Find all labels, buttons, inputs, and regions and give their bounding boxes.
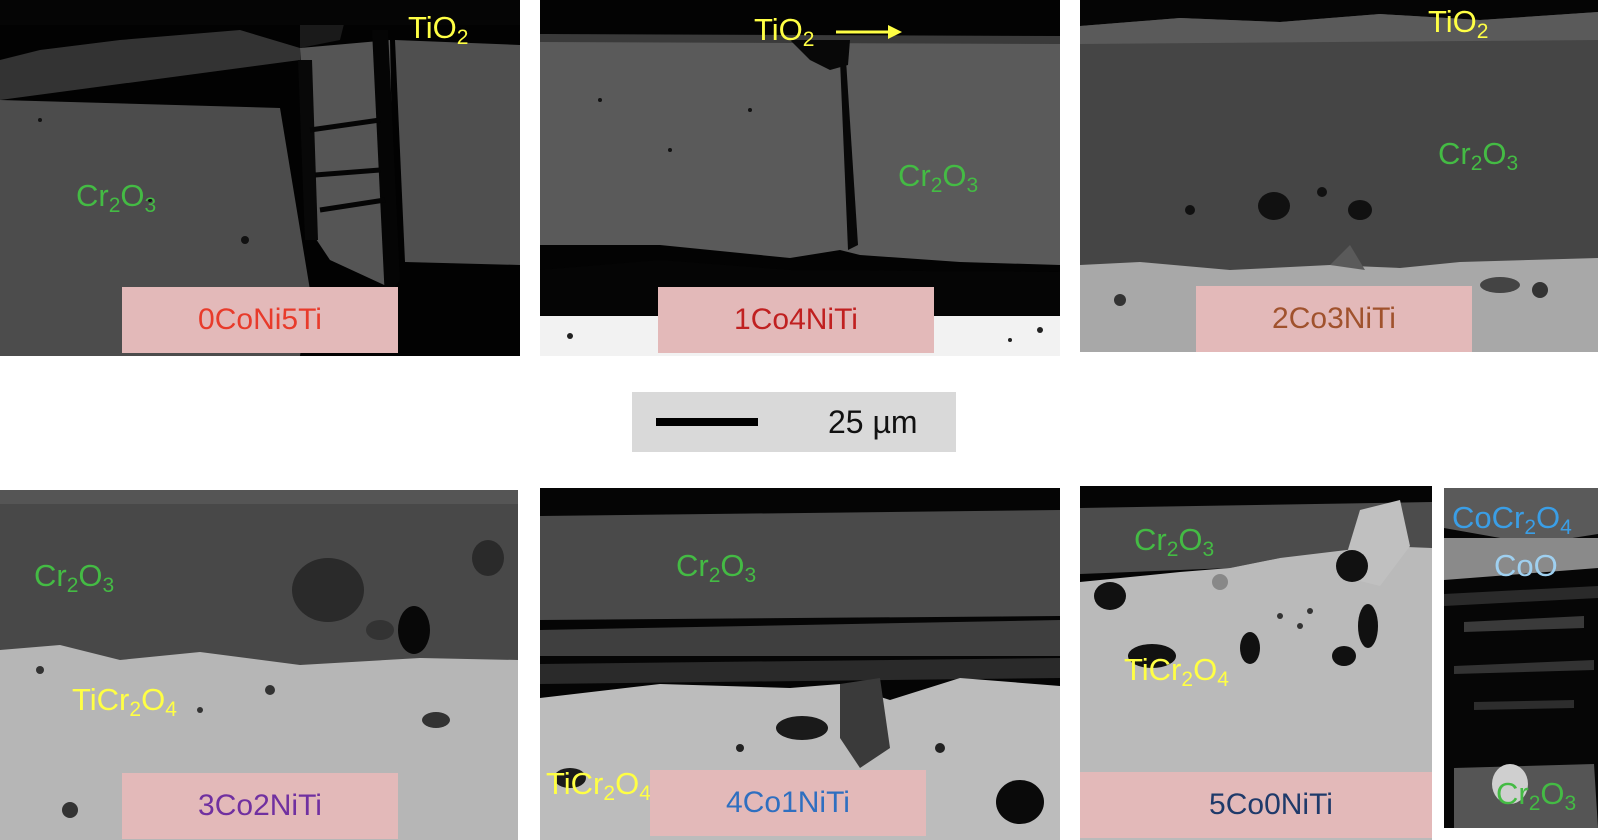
sample-tag: 4Co1NiTi [650,770,926,836]
micrograph-inset: CoCr2O4 CoO Cr2O3 [1444,488,1598,828]
sample-name: 3Co2NiTi [198,789,322,822]
phase-label-cr2o3: Cr2O3 [1438,136,1519,175]
sample-tag: 5Co0NiTi [1080,772,1432,838]
phase-label-coo: CoO [1494,548,1558,583]
scale-bar: 25 µm [632,392,956,452]
phase-label-cr2o3: Cr2O3 [34,558,115,597]
micrograph-2Co3NiTi: TiO2 Cr2O3 2Co3NiTi [1080,0,1598,352]
sample-tag: 3Co2NiTi [122,773,398,839]
phase-label-tio2: TiO2 [408,10,469,49]
micrograph-5Co0NiTi: Cr2O3 TiCr2O4 5Co0NiTi [1080,486,1432,840]
phase-label-ticr2o4: TiCr2O4 [546,766,651,805]
arrow-icon [836,25,902,39]
sample-name: 4Co1NiTi [726,786,850,819]
phase-label-cocr2o4: CoCr2O4 [1452,500,1572,539]
phase-label-tio2: TiO2 [1428,4,1489,43]
phase-label-cr2o3: Cr2O3 [898,158,979,197]
sem-image-inset [1444,488,1598,828]
sample-name: 5Co0NiTi [1209,788,1333,821]
sample-tag: 1Co4NiTi [658,287,934,353]
micrograph-3Co2NiTi: Cr2O3 TiCr2O4 3Co2NiTi [0,490,518,840]
phase-label-ticr2o4: TiCr2O4 [72,682,177,721]
phase-label-cr2o3: Cr2O3 [676,548,757,587]
micrograph-0CoNi5Ti: TiO2 Cr2O3 0CoNi5Ti [0,0,520,356]
scale-bar-line [656,418,758,426]
phase-label-cr2o3: Cr2O3 [1496,776,1577,815]
sample-tag: 2Co3NiTi [1196,286,1472,352]
phase-label-tio2: TiO2 [754,12,815,51]
micrograph-1Co4NiTi: TiO2 Cr2O3 1Co4NiTi [540,0,1060,356]
phase-label-cr2o3: Cr2O3 [76,178,157,217]
scale-bar-label: 25 µm [828,404,918,440]
sample-name: 2Co3NiTi [1272,302,1396,335]
phase-label-cr2o3: Cr2O3 [1134,522,1215,561]
micrograph-4Co1NiTi: Cr2O3 TiCr2O4 4Co1NiTi [540,488,1060,840]
sample-name: 1Co4NiTi [734,303,858,336]
phase-label-ticr2o4: TiCr2O4 [1124,652,1229,691]
sample-tag: 0CoNi5Ti [122,287,398,353]
sample-name: 0CoNi5Ti [198,303,322,336]
